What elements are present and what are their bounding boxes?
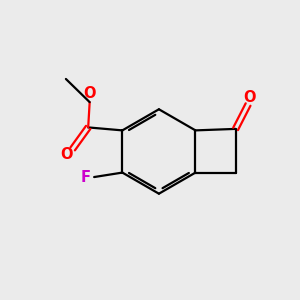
Text: O: O — [243, 90, 256, 105]
Text: O: O — [60, 147, 72, 162]
Text: O: O — [83, 86, 96, 101]
Text: F: F — [81, 170, 91, 185]
